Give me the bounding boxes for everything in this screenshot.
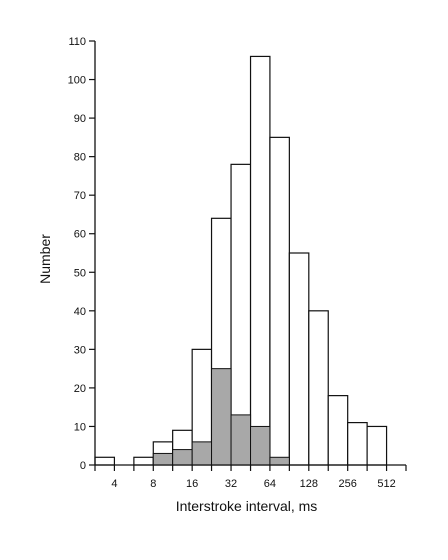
y-tick-label: 90 xyxy=(74,113,86,125)
y-tick-label: 40 xyxy=(74,306,86,318)
y-tick-label: 110 xyxy=(68,36,86,48)
bar-shaded xyxy=(172,449,193,466)
bar-shaded xyxy=(269,456,290,466)
shaded-bars xyxy=(152,368,290,466)
bar-total xyxy=(327,395,349,466)
x-tick-label: 512 xyxy=(377,478,395,490)
y-tick-label: 10 xyxy=(74,421,86,433)
bar-total xyxy=(308,310,329,466)
bar-total xyxy=(366,425,388,466)
x-axis-title: Interstroke interval, ms xyxy=(176,498,318,514)
bar-shaded xyxy=(191,441,213,466)
x-tick-label: 32 xyxy=(225,478,237,490)
y-ticks: 0 10 20 30 40 50 60 70 80 90 100 110 xyxy=(68,36,95,472)
y-tick-label: 50 xyxy=(74,267,86,279)
x-tick-label: 256 xyxy=(339,478,357,490)
x-tick-label: 64 xyxy=(264,478,276,490)
x-tick-label: 128 xyxy=(300,478,318,490)
bar-total xyxy=(269,136,290,466)
y-tick-label: 100 xyxy=(68,75,86,87)
bar-total xyxy=(347,422,368,466)
bar-shaded xyxy=(211,368,232,466)
y-tick-label: 60 xyxy=(74,229,86,241)
y-axis-title: Number xyxy=(37,234,53,284)
x-tick-label: 4 xyxy=(111,478,117,490)
y-tick-label: 80 xyxy=(74,152,86,164)
bar-total xyxy=(133,456,154,466)
bar-total xyxy=(288,252,310,466)
bar-shaded xyxy=(230,414,252,466)
bar-shaded xyxy=(250,425,271,466)
y-tick-label: 70 xyxy=(74,190,86,202)
total-bars xyxy=(94,55,388,466)
y-tick-label: 20 xyxy=(74,383,86,395)
x-ticks: 4 8 16 32 64 128 256 512 xyxy=(94,465,407,490)
bar-total xyxy=(94,456,116,466)
bar-total xyxy=(249,55,271,466)
y-tick-label: 30 xyxy=(74,344,86,356)
bar-shaded xyxy=(152,452,174,466)
x-tick-label: 16 xyxy=(186,478,198,490)
x-tick-label: 8 xyxy=(150,478,156,490)
y-tick-label: 0 xyxy=(80,460,86,472)
